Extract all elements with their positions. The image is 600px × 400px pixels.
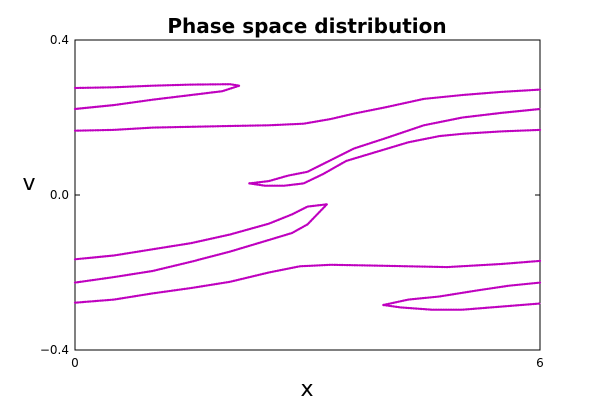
series-lower-band-edge-i — [382, 282, 541, 306]
series-middle-band-edge-d — [248, 108, 541, 184]
x-tick-label-1: 6 — [536, 356, 544, 370]
series-upper-band-edge-c — [74, 89, 541, 132]
y-tick-label-2: −0.4 — [40, 343, 69, 357]
series-upper-band-edge-b-markers — [73, 84, 241, 111]
series-middle-band-edge-f — [74, 203, 328, 260]
series-lower-band-edge-j-markers — [382, 302, 542, 311]
series-middle-band-edge-e-markers — [248, 128, 542, 187]
series-middle-band-edge-e — [248, 129, 541, 187]
series-lower-band-edge-h — [74, 260, 541, 304]
x-tick-label-0: 0 — [71, 356, 79, 370]
series-upper-band-edge-c-markers — [73, 88, 542, 132]
series-upper-band-edge-a — [74, 83, 240, 89]
y-tick-label-0: 0.4 — [50, 33, 69, 47]
data-curves — [73, 83, 542, 311]
series-upper-band-edge-b — [74, 85, 240, 110]
series-middle-band-edge-g — [74, 203, 328, 284]
chart-title: Phase space distribution — [167, 14, 446, 38]
series-lower-band-edge-h-markers — [73, 259, 542, 304]
axis-ticks: 0 6 0.4 0.0 −0.4 — [40, 33, 544, 370]
y-tick-label-1: 0.0 — [50, 188, 69, 202]
series-middle-band-edge-f-markers — [73, 203, 328, 261]
x-axis-label: x — [300, 377, 313, 400]
series-lower-band-edge-i-markers — [382, 281, 542, 307]
y-axis-label: v — [22, 171, 35, 196]
series-lower-band-edge-j — [382, 302, 541, 311]
